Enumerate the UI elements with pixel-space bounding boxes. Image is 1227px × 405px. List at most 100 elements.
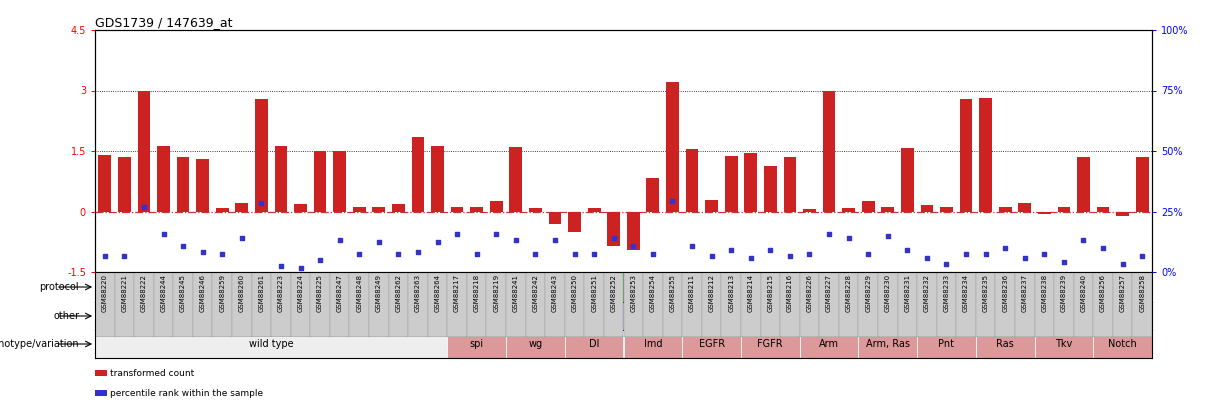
Bar [1093, 330, 1152, 358]
Text: GSM88213: GSM88213 [728, 274, 734, 312]
Text: Arm: Arm [820, 339, 839, 349]
Bar [881, 207, 894, 211]
Text: protocol: protocol [39, 282, 80, 292]
Bar [193, 272, 212, 337]
Bar [859, 272, 879, 337]
Bar [134, 272, 153, 337]
Bar [686, 149, 698, 211]
Bar [467, 272, 486, 337]
Bar [271, 272, 291, 337]
Bar [393, 204, 405, 211]
Bar [647, 179, 659, 211]
Bar [506, 330, 564, 358]
Bar [861, 201, 875, 211]
Text: GSM88243: GSM88243 [552, 274, 558, 312]
Bar [545, 272, 564, 337]
Bar [506, 272, 525, 337]
Text: GSM88227: GSM88227 [826, 274, 832, 312]
Text: Imd: Imd [644, 339, 663, 349]
Bar [350, 272, 369, 337]
Text: GSM88216: GSM88216 [787, 274, 793, 312]
Point [252, 200, 271, 207]
Bar [780, 272, 800, 337]
Bar [330, 272, 350, 337]
Point [741, 255, 761, 261]
Point [956, 251, 975, 257]
Bar [1018, 202, 1031, 211]
Bar [271, 272, 1152, 302]
Bar [1054, 272, 1074, 337]
Bar [310, 272, 330, 337]
Text: GSM88219: GSM88219 [493, 274, 499, 312]
Text: GSM88258: GSM88258 [1139, 274, 1145, 312]
Text: GSM88249: GSM88249 [375, 274, 382, 312]
Point [995, 245, 1015, 251]
Point [369, 239, 389, 245]
Text: GSM88255: GSM88255 [670, 274, 675, 312]
Bar [1097, 207, 1109, 211]
Text: GSM88222: GSM88222 [141, 274, 147, 312]
Text: GSM88215: GSM88215 [767, 274, 773, 312]
Text: GSM88231: GSM88231 [904, 274, 910, 312]
Bar [196, 159, 209, 211]
Bar [897, 272, 917, 337]
Text: EGFR: EGFR [698, 339, 725, 349]
Bar [682, 330, 741, 358]
Point [820, 230, 839, 237]
Bar [294, 204, 307, 211]
Text: GSM88229: GSM88229 [865, 274, 871, 312]
Bar [975, 330, 1034, 358]
Text: GSM88236: GSM88236 [1002, 274, 1009, 312]
Point [917, 255, 936, 261]
Text: GSM88241: GSM88241 [513, 274, 519, 312]
Bar [761, 272, 780, 337]
Text: GSM88220: GSM88220 [102, 274, 108, 312]
Point [1133, 253, 1152, 259]
Bar [1113, 272, 1133, 337]
Point [330, 237, 350, 243]
Point [193, 249, 212, 255]
Text: GSM88247: GSM88247 [336, 274, 342, 312]
Bar [1034, 272, 1054, 337]
Bar [529, 208, 542, 211]
Bar [525, 272, 545, 337]
Bar [901, 148, 914, 211]
Point [897, 247, 917, 253]
Text: loss of function: loss of function [528, 311, 602, 321]
Bar [255, 99, 267, 211]
Point [859, 251, 879, 257]
Text: Tkv: Tkv [1055, 339, 1072, 349]
Bar [373, 207, 385, 211]
Bar [548, 211, 561, 224]
Text: GSM88256: GSM88256 [1101, 274, 1106, 312]
Bar [623, 330, 682, 358]
Point [682, 243, 702, 249]
Text: GSM88253: GSM88253 [631, 274, 637, 312]
Bar [666, 83, 679, 211]
Bar [1015, 272, 1034, 337]
Bar [173, 272, 193, 337]
Text: GSM88240: GSM88240 [1081, 274, 1086, 312]
Point [291, 265, 310, 271]
Text: GSM88221: GSM88221 [121, 274, 128, 312]
Text: GSM88237: GSM88237 [1022, 274, 1028, 312]
Point [271, 263, 291, 269]
Point [584, 251, 604, 257]
Text: wg: wg [529, 339, 542, 349]
Bar [820, 272, 839, 337]
Text: wild type: wild type [249, 311, 293, 321]
Bar [879, 272, 897, 337]
Bar [1038, 211, 1050, 213]
Text: GSM88224: GSM88224 [297, 274, 303, 312]
Point [1113, 261, 1133, 267]
Bar [118, 157, 131, 211]
Point [623, 243, 643, 249]
Bar [764, 166, 777, 211]
Point [545, 237, 564, 243]
Bar [94, 330, 448, 358]
Text: GSM88217: GSM88217 [454, 274, 460, 312]
Bar [706, 200, 718, 211]
Bar [448, 272, 467, 337]
Text: percentile rank within the sample: percentile rank within the sample [109, 388, 263, 397]
Text: Ras: Ras [996, 339, 1014, 349]
